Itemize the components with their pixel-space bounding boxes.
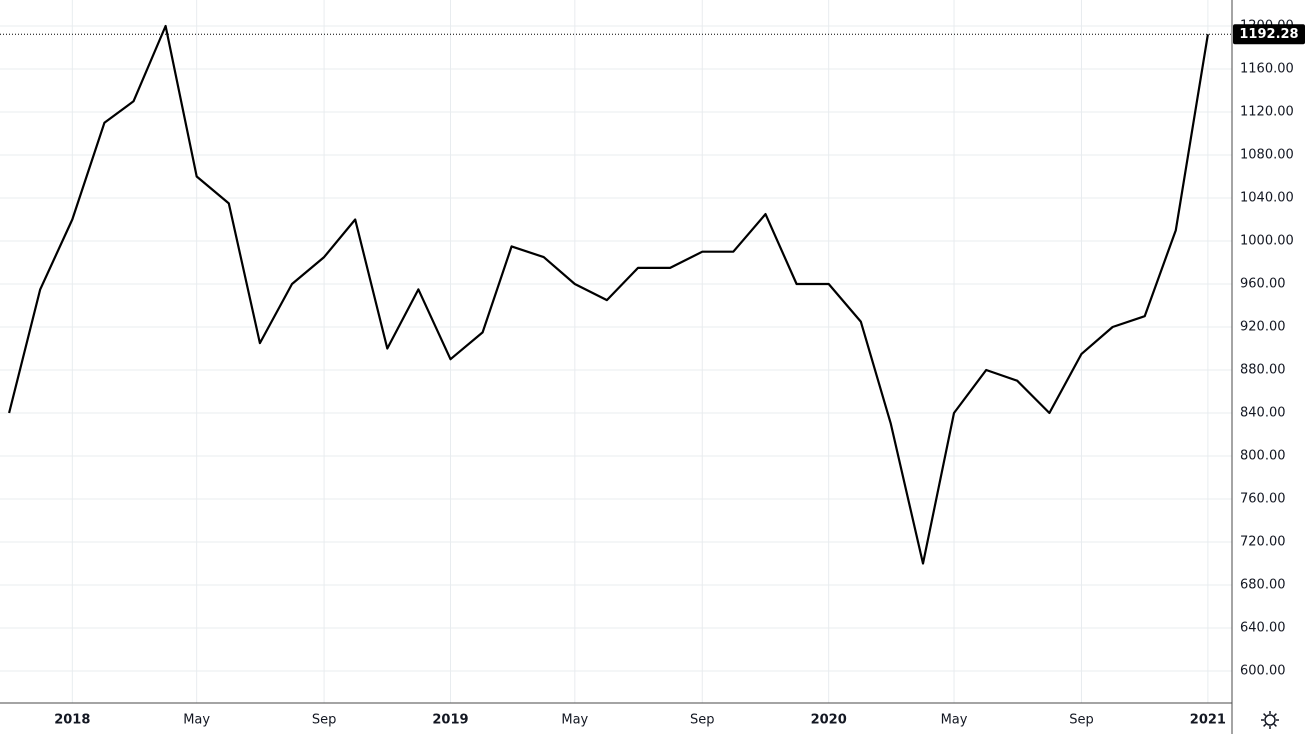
x-tick-label: May xyxy=(941,713,968,728)
y-tick-label: 760.00 xyxy=(1240,491,1286,506)
x-tick-label: Sep xyxy=(690,713,715,728)
y-tick-label: 800.00 xyxy=(1240,448,1286,463)
y-tick-label: 840.00 xyxy=(1240,405,1286,420)
y-tick-label: 720.00 xyxy=(1240,534,1286,549)
y-tick-label: 680.00 xyxy=(1240,577,1286,592)
y-tick-label: 880.00 xyxy=(1240,362,1286,377)
y-tick-label: 1080.00 xyxy=(1240,148,1294,163)
axes: 600.00 640.00 680.00 720.00 760.00 800.00 840.… xyxy=(54,19,1305,728)
x-tick-label: May xyxy=(561,713,588,728)
x-tick-label: 2018 xyxy=(54,713,90,728)
last-price-tag xyxy=(1233,24,1305,45)
settings-icon[interactable] xyxy=(1261,711,1279,729)
y-tick-label: 960.00 xyxy=(1240,276,1286,291)
x-tick-label: 2021 xyxy=(1190,713,1226,728)
grid xyxy=(0,0,1232,703)
x-tick-label: Sep xyxy=(1069,713,1094,728)
x-tick-label: Sep xyxy=(312,713,337,728)
y-tick-label: 1040.00 xyxy=(1240,191,1294,206)
y-tick-label: 600.00 xyxy=(1240,663,1286,678)
y-tick-label: 1000.00 xyxy=(1240,233,1294,248)
x-tick-label: 2020 xyxy=(811,713,847,728)
y-tick-label: 920.00 xyxy=(1240,319,1286,334)
x-tick-label: 2019 xyxy=(432,713,468,728)
x-tick-label: May xyxy=(183,713,210,728)
y-tick-label: 1160.00 xyxy=(1240,62,1294,77)
plot-area xyxy=(0,24,1232,565)
y-tick-label: 640.00 xyxy=(1240,620,1286,635)
last-price-label: 1192.28 xyxy=(1239,27,1298,42)
price-line xyxy=(8,24,1209,565)
y-tick-label: 1120.00 xyxy=(1240,105,1294,120)
